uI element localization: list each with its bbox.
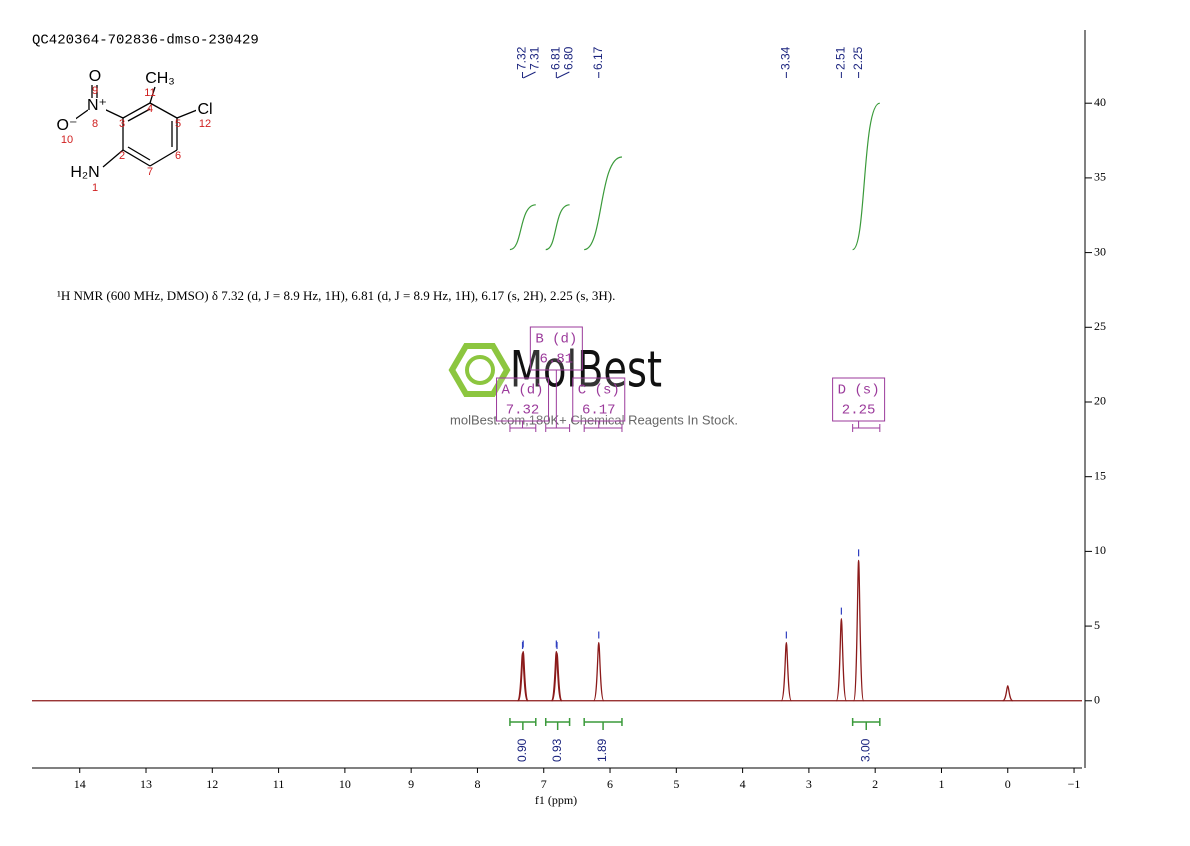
multiplet-shift: 6.81: [540, 352, 574, 368]
watermark-tagline: molBest.com,180K+ Chemical Reagents In S…: [450, 412, 738, 427]
peak: [551, 652, 563, 702]
description: ¹H NMR (600 MHz, DMSO) δ 7.32 (d, J = 8.…: [57, 288, 616, 303]
x-tick-label: −1: [1068, 777, 1081, 791]
integral-curve: [583, 156, 623, 251]
atom-label: O⁻: [57, 117, 78, 134]
atom-number: 6: [175, 150, 181, 162]
atom-number: 1: [92, 182, 98, 194]
peak-label: 6.17: [591, 46, 605, 70]
integral-curve: [509, 204, 536, 251]
multiplet-label: B (d): [535, 332, 577, 348]
peak-label: 7.32: [515, 46, 529, 70]
y-tick-label: 20: [1094, 394, 1106, 408]
atom-label: N⁺: [87, 97, 107, 114]
y-tick-label: 10: [1094, 543, 1106, 557]
atom-backdrop: [88, 98, 106, 114]
peak-label: 2.25: [851, 46, 865, 70]
y-tick-label: 40: [1094, 95, 1106, 109]
y-tick-label: 15: [1094, 468, 1106, 482]
peak: [852, 559, 865, 702]
x-tick-label: 12: [206, 777, 218, 791]
molecule-bonds: [73, 82, 198, 168]
description-box: ¹H NMR (600 MHz, DMSO) δ 7.32 (d, J = 8.…: [57, 288, 616, 303]
multiplet-box: [832, 377, 886, 422]
atom-label: CH₃: [145, 70, 175, 87]
y-tick-label: 30: [1094, 244, 1106, 258]
peak-label: 6.80: [562, 46, 576, 70]
x-tick-label: 14: [74, 777, 86, 791]
x-tick-label: 3: [806, 777, 812, 791]
atom-backdrop: [86, 69, 104, 85]
x-tick-label: 13: [140, 777, 152, 791]
multiplet-shift: 7.32: [506, 403, 540, 419]
chart-title: QC420364-702836-dmso-230429: [32, 33, 259, 49]
peak-label-leader: [556, 71, 570, 79]
atom-backdrop: [58, 118, 76, 134]
x-tick-label: 2: [872, 777, 878, 791]
multiplet-box: [572, 377, 626, 422]
x-tick-label: 9: [408, 777, 414, 791]
y-tick-label: 25: [1094, 319, 1106, 333]
atom-number: 4: [147, 103, 153, 115]
peak: [517, 650, 529, 702]
atom-backdrop: [196, 102, 214, 118]
atom-label: O: [89, 68, 101, 85]
multiplet-label: A (d): [502, 383, 544, 399]
integral-label: 0.90: [515, 738, 529, 762]
atom-label: Cl: [197, 101, 212, 118]
atom-number: 3: [119, 118, 125, 130]
integral-label: 0.93: [550, 738, 564, 762]
x-axis-label: f1 (ppm): [535, 793, 577, 807]
peak: [780, 641, 792, 702]
x-tick-label: 0: [1005, 777, 1011, 791]
atom-number: 10: [61, 134, 73, 146]
atom-number: 2: [119, 150, 125, 162]
x-tick-label: 5: [673, 777, 679, 791]
watermark: [448, 343, 511, 397]
multiplet-label: C (s): [578, 383, 620, 399]
x-tick-label: 4: [740, 777, 746, 791]
y-tick-label: 5: [1094, 618, 1100, 632]
integral-label: 3.00: [858, 738, 872, 762]
peak-label: 3.34: [779, 46, 793, 70]
integral-label: 1.89: [595, 738, 609, 762]
atom-number: 12: [199, 118, 211, 130]
watermark-logo: [448, 343, 511, 397]
atom-number: 11: [144, 87, 155, 99]
y-tick-label: 0: [1094, 693, 1100, 707]
multiplet-box: [529, 326, 583, 371]
multiplet-shift: 6.17: [582, 403, 616, 419]
multiplet-shift: 2.25: [842, 403, 876, 419]
x-tick-label: 7: [541, 777, 547, 791]
multiplet-label: D (s): [838, 383, 880, 399]
atom-number: 8: [92, 118, 98, 130]
peak: [835, 617, 848, 702]
x-tick-label: 1: [938, 777, 944, 791]
x-tick-label: 8: [474, 777, 480, 791]
peak: [1002, 685, 1014, 702]
x-tick-label: 10: [339, 777, 351, 791]
x-tick-label: 11: [273, 777, 285, 791]
watermark-logo-ring: [465, 355, 495, 385]
peak-label: 6.81: [549, 46, 563, 70]
peak-label: 7.31: [528, 46, 542, 70]
atom-number: 7: [147, 166, 153, 178]
integral-curve: [852, 102, 881, 251]
atom-number: 9: [92, 85, 98, 97]
x-tick-label: 6: [607, 777, 613, 791]
peak-label-leader: [522, 71, 536, 79]
integral-curve: [545, 204, 570, 251]
atom-label: H₂N: [70, 164, 99, 181]
y-tick-label: 35: [1094, 170, 1106, 184]
peak: [593, 641, 605, 702]
atom-number: 5: [175, 118, 181, 130]
peak: [550, 650, 562, 702]
peak-label: 2.51: [834, 46, 848, 70]
